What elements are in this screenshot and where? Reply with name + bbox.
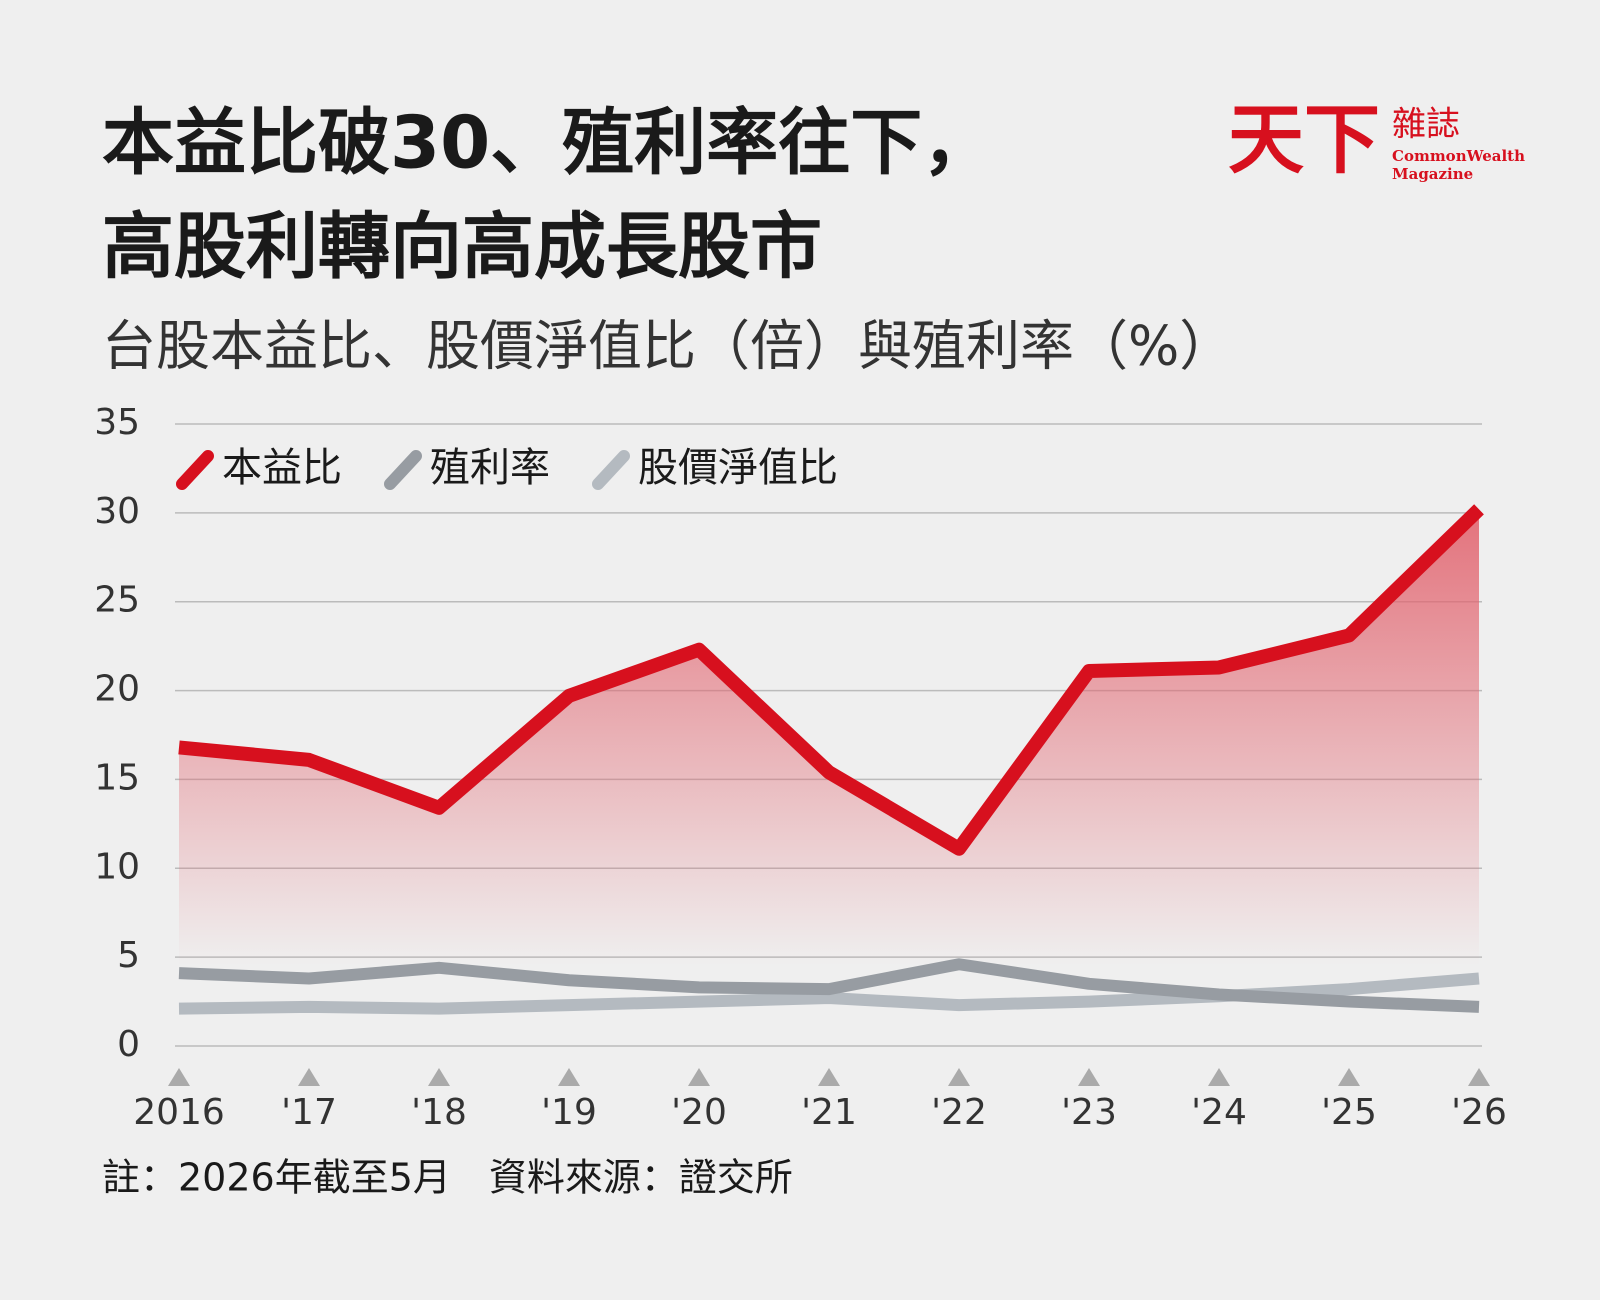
y-tick-label: 10 <box>94 846 140 887</box>
legend-swatch <box>592 450 630 490</box>
logo-mark: 天下 <box>1228 95 1380 184</box>
x-tick-label: '23 <box>1061 1092 1117 1133</box>
tick-marker <box>168 1068 190 1086</box>
tick-marker <box>688 1068 710 1086</box>
tick-marker <box>558 1068 580 1086</box>
series-line <box>178 958 1480 1013</box>
legend-swatch <box>384 450 422 490</box>
logo-english: Magazine <box>1392 165 1473 183</box>
y-tick-label: 20 <box>94 669 140 710</box>
tick-marker <box>1468 1068 1490 1086</box>
tick-marker <box>1338 1068 1360 1086</box>
legend-label: 本益比 <box>222 445 342 491</box>
title-line: 本益比破30、殖利率往下， <box>102 101 994 185</box>
tick-marker <box>1078 1068 1100 1086</box>
y-tick-label: 35 <box>94 402 140 443</box>
legend-label: 股價淨值比 <box>638 445 838 491</box>
tick-marker <box>428 1068 450 1086</box>
y-tick-label: 15 <box>94 757 140 798</box>
y-tick-label: 30 <box>94 491 140 532</box>
tick-marker <box>818 1068 840 1086</box>
y-tick-label: 0 <box>117 1024 140 1065</box>
footnote: 註：2026年截至5月 資料來源：證交所 <box>102 1156 793 1200</box>
title-line: 高股利轉向高成長股市 <box>102 205 822 289</box>
x-tick-label: '22 <box>931 1092 987 1133</box>
y-tick-label: 5 <box>117 935 140 976</box>
tick-marker <box>298 1068 320 1086</box>
x-tick-label: '17 <box>281 1092 337 1133</box>
x-tick-label: '19 <box>541 1092 597 1133</box>
x-tick-label: '26 <box>1451 1092 1507 1133</box>
series-line <box>178 504 1484 856</box>
x-tick-label: '25 <box>1321 1092 1377 1133</box>
x-tick-label: 2016 <box>133 1092 225 1133</box>
tick-marker <box>1208 1068 1230 1086</box>
logo-english: CommonWealth <box>1392 147 1525 165</box>
subtitle: 台股本益比、股價淨值比（倍）與殖利率（%） <box>102 315 1233 378</box>
x-tick-label: '18 <box>411 1092 467 1133</box>
y-tick-label: 25 <box>94 580 140 621</box>
legend-label: 殖利率 <box>430 445 550 491</box>
tick-marker <box>948 1068 970 1086</box>
x-tick-label: '21 <box>801 1092 857 1133</box>
x-tick-label: '20 <box>671 1092 727 1133</box>
legend-swatch <box>176 450 214 490</box>
logo-name: 雜誌 <box>1392 105 1460 145</box>
x-tick-label: '24 <box>1191 1092 1247 1133</box>
